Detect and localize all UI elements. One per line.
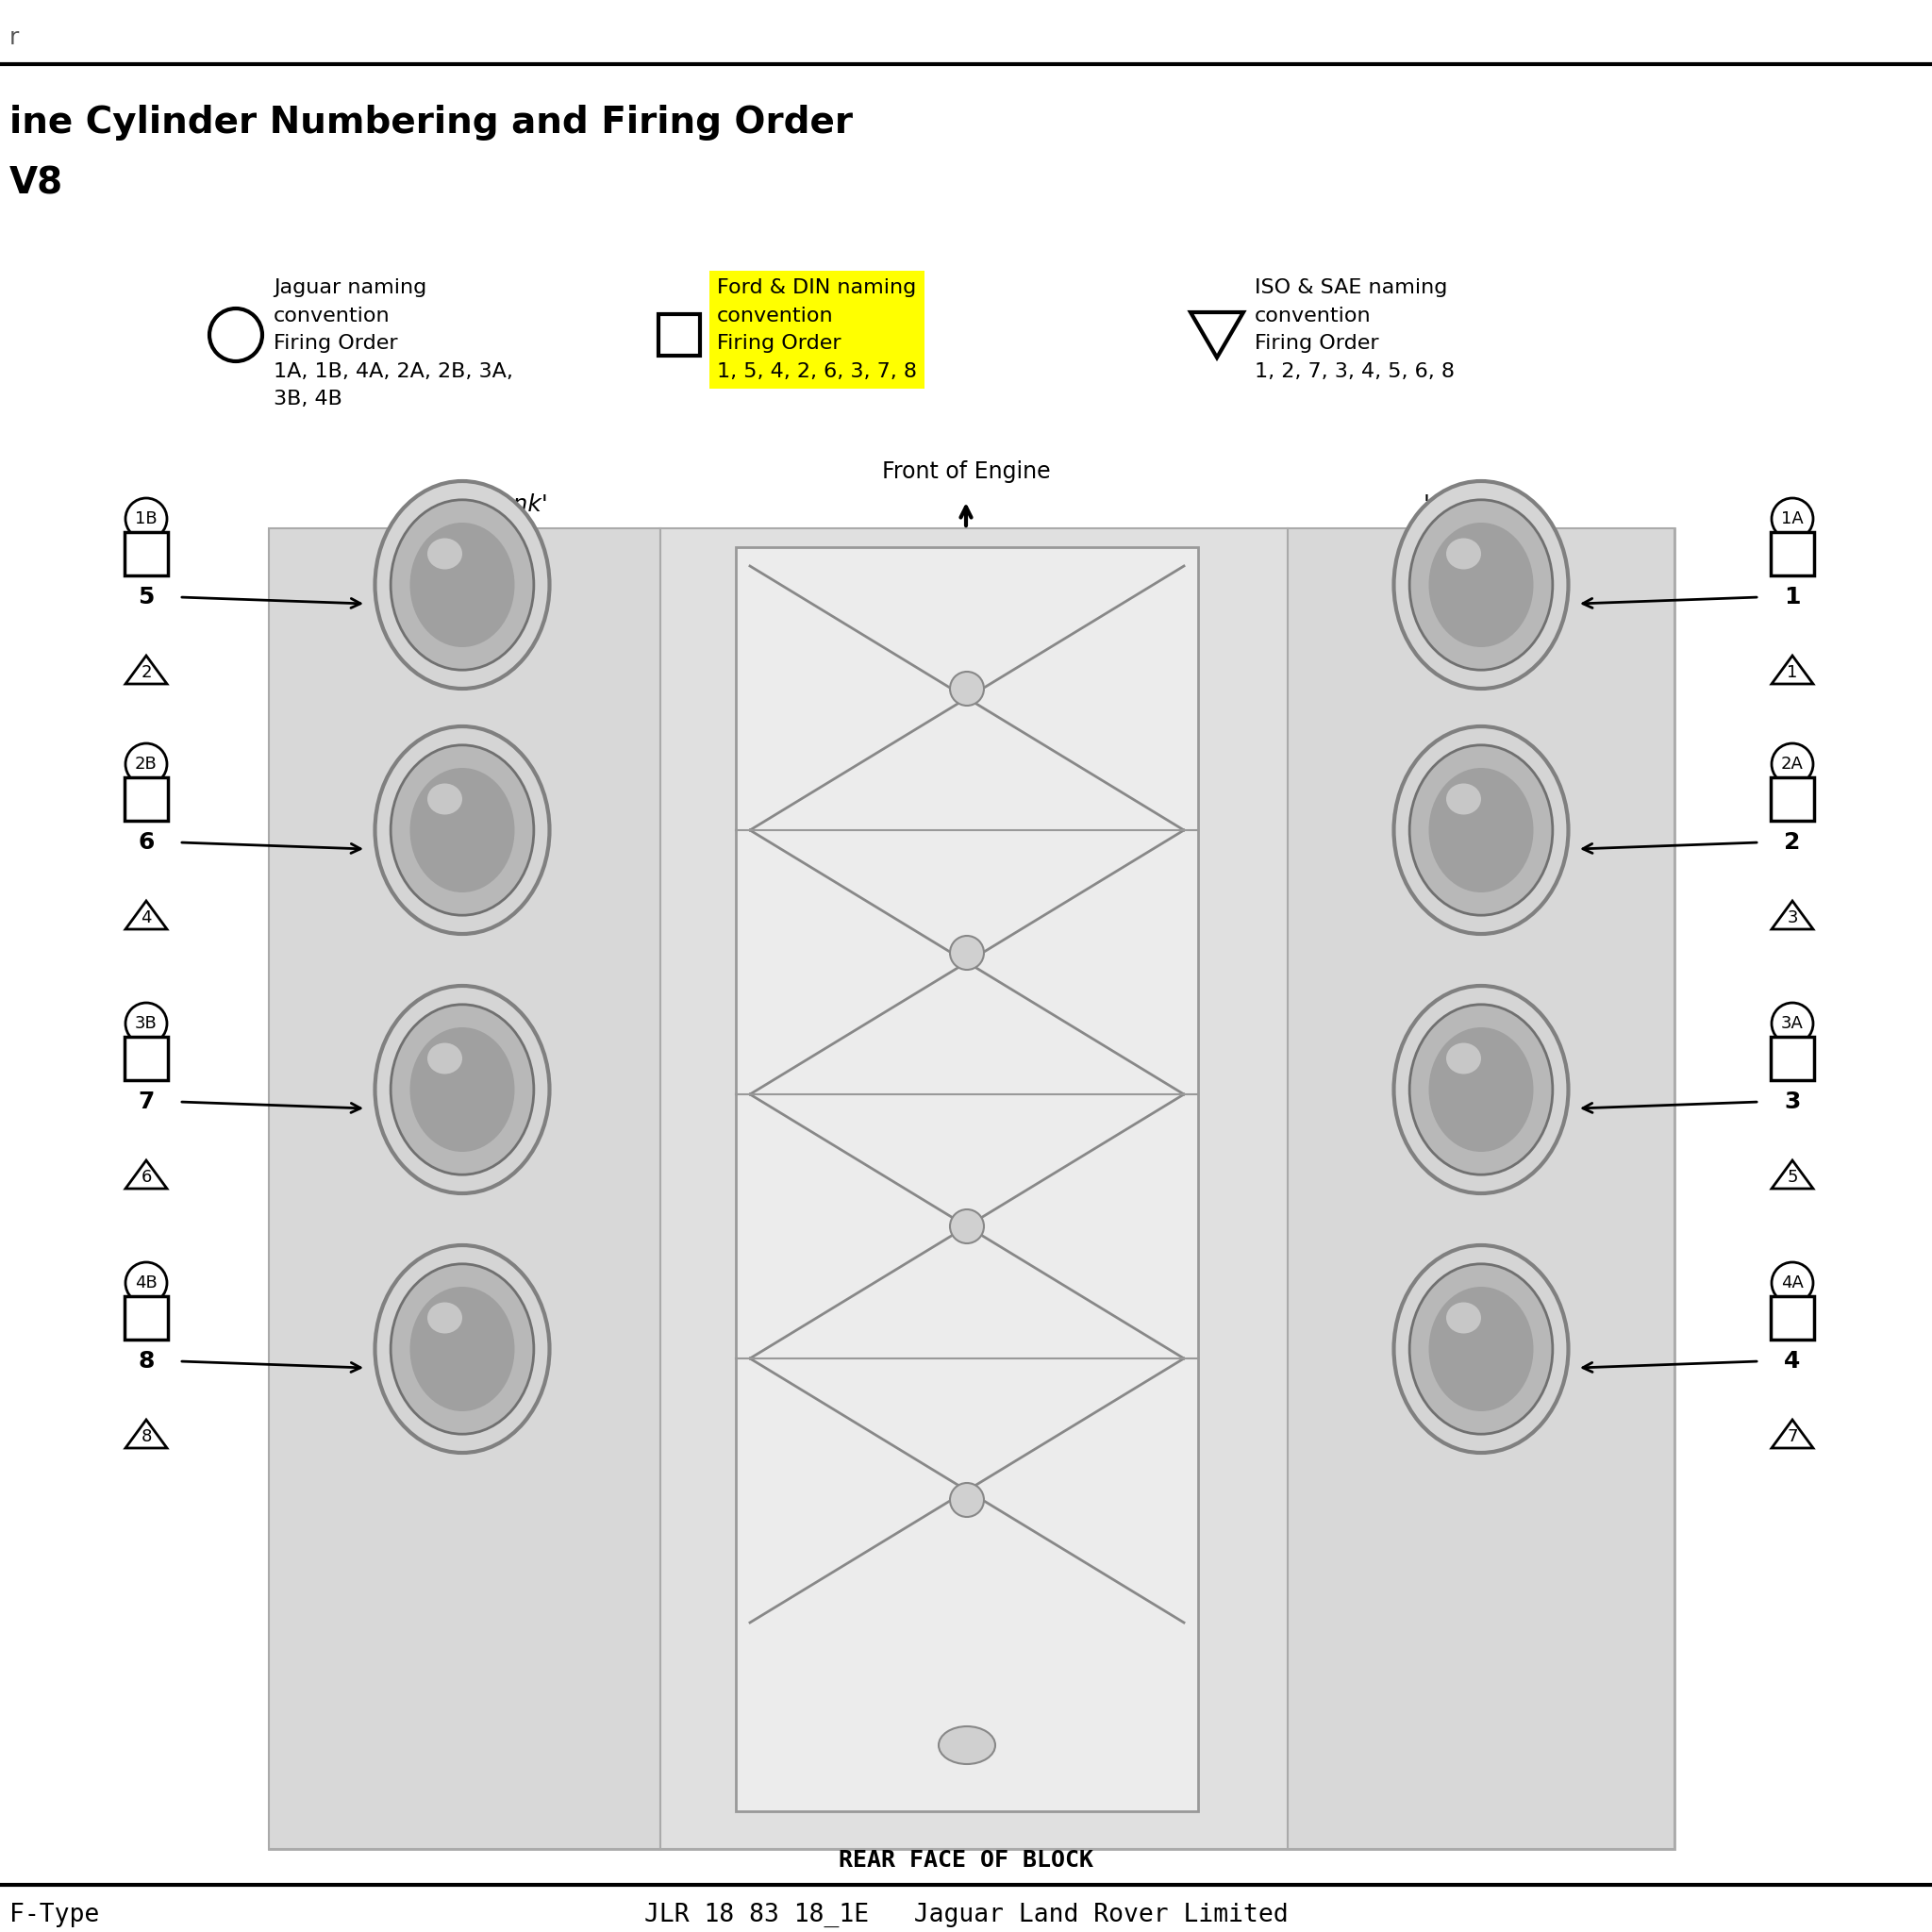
Ellipse shape — [1430, 1028, 1534, 1151]
Text: ine Cylinder Numbering and Firing Order: ine Cylinder Numbering and Firing Order — [10, 104, 852, 141]
Text: V8: V8 — [10, 166, 64, 201]
Ellipse shape — [1430, 524, 1534, 647]
Ellipse shape — [375, 985, 549, 1194]
Ellipse shape — [410, 767, 514, 893]
Bar — [1289, 527, 1675, 1849]
Text: 3B: 3B — [135, 1014, 156, 1032]
Text: Jaguar naming
convention
Firing Order
1A, 1B, 4A, 2A, 2B, 3A,
3B, 4B: Jaguar naming convention Firing Order 1A… — [274, 278, 514, 410]
Bar — [736, 547, 1198, 1812]
Ellipse shape — [1410, 1264, 1553, 1434]
Ellipse shape — [427, 539, 462, 570]
Ellipse shape — [1393, 726, 1569, 933]
Bar — [124, 531, 168, 576]
Ellipse shape — [1447, 539, 1482, 570]
Bar — [269, 527, 661, 1849]
Ellipse shape — [1393, 985, 1569, 1194]
Text: 1: 1 — [1787, 665, 1799, 682]
Text: 4B: 4B — [135, 1275, 156, 1291]
Text: 1A: 1A — [1781, 510, 1804, 527]
Ellipse shape — [1410, 1005, 1553, 1175]
Text: 1: 1 — [1783, 585, 1801, 609]
Ellipse shape — [375, 1246, 549, 1453]
Text: 8: 8 — [141, 1428, 151, 1445]
Bar — [124, 777, 168, 821]
Ellipse shape — [410, 1287, 514, 1410]
Text: 5: 5 — [1787, 1169, 1799, 1186]
Text: 6: 6 — [137, 831, 155, 854]
Ellipse shape — [375, 481, 549, 688]
Ellipse shape — [1410, 500, 1553, 670]
Bar — [124, 1296, 168, 1339]
Ellipse shape — [1393, 481, 1569, 688]
Ellipse shape — [375, 726, 549, 933]
Text: REAR FACE OF BLOCK: REAR FACE OF BLOCK — [838, 1849, 1094, 1872]
Bar — [661, 527, 1289, 1849]
Ellipse shape — [1447, 1043, 1482, 1074]
Ellipse shape — [390, 1264, 533, 1434]
Text: ISO & SAE naming
convention
Firing Order
1, 2, 7, 3, 4, 5, 6, 8: ISO & SAE naming convention Firing Order… — [1254, 278, 1455, 381]
Text: Front of Engine: Front of Engine — [881, 460, 1051, 483]
Ellipse shape — [1447, 784, 1482, 815]
Text: 3: 3 — [1787, 910, 1799, 925]
Text: 3: 3 — [1783, 1090, 1801, 1113]
Text: 4: 4 — [141, 910, 151, 925]
Ellipse shape — [1430, 1287, 1534, 1410]
Text: 5: 5 — [137, 585, 155, 609]
Ellipse shape — [410, 524, 514, 647]
Ellipse shape — [390, 746, 533, 916]
Text: 7: 7 — [137, 1090, 155, 1113]
Bar — [124, 1037, 168, 1080]
Text: F-Type: F-Type — [10, 1903, 99, 1928]
Ellipse shape — [1430, 767, 1534, 893]
Bar — [659, 315, 699, 355]
Ellipse shape — [410, 1028, 514, 1151]
Text: 'A Bank': 'A Bank' — [1424, 493, 1520, 516]
Ellipse shape — [427, 1302, 462, 1333]
Text: JLR 18 83 18_1E   Jaguar Land Rover Limited: JLR 18 83 18_1E Jaguar Land Rover Limite… — [643, 1903, 1289, 1928]
Bar — [1772, 777, 1814, 821]
Circle shape — [951, 672, 983, 705]
Text: r: r — [10, 27, 19, 48]
Bar — [269, 527, 1675, 1849]
Ellipse shape — [427, 1043, 462, 1074]
Text: 6: 6 — [141, 1169, 151, 1186]
Text: 2: 2 — [141, 665, 151, 682]
Text: 2B: 2B — [135, 755, 156, 773]
Text: 'B Bank': 'B Bank' — [452, 493, 549, 516]
Text: 4: 4 — [1783, 1350, 1801, 1372]
Bar — [1772, 531, 1814, 576]
Text: 2A: 2A — [1781, 755, 1804, 773]
Text: 3A: 3A — [1781, 1014, 1804, 1032]
Text: 7: 7 — [1787, 1428, 1799, 1445]
Bar — [1772, 1037, 1814, 1080]
Ellipse shape — [390, 1005, 533, 1175]
Circle shape — [951, 935, 983, 970]
Text: 1B: 1B — [135, 510, 156, 527]
Ellipse shape — [939, 1727, 995, 1764]
Ellipse shape — [390, 500, 533, 670]
Text: 2: 2 — [1783, 831, 1801, 854]
Text: 4A: 4A — [1781, 1275, 1804, 1291]
Text: 8: 8 — [137, 1350, 155, 1372]
Bar — [1772, 1296, 1814, 1339]
Ellipse shape — [427, 784, 462, 815]
Circle shape — [951, 1484, 983, 1517]
Text: Ford & DIN naming
convention
Firing Order
1, 5, 4, 2, 6, 3, 7, 8: Ford & DIN naming convention Firing Orde… — [717, 278, 918, 381]
Ellipse shape — [1410, 746, 1553, 916]
Circle shape — [951, 1209, 983, 1244]
Ellipse shape — [1393, 1246, 1569, 1453]
Ellipse shape — [1447, 1302, 1482, 1333]
